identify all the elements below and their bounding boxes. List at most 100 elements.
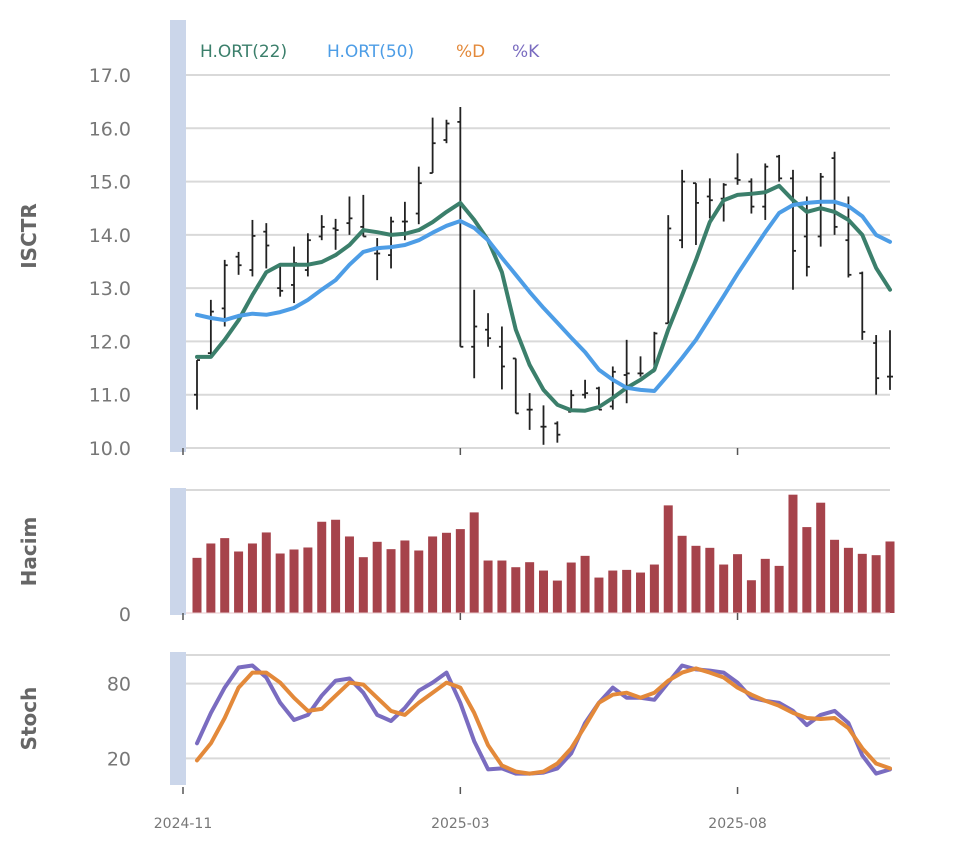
volume-bar (539, 570, 548, 613)
volume-bar (622, 569, 632, 613)
volume-bar (358, 557, 368, 613)
ohlc-bar (554, 421, 561, 443)
line-ma22 (195, 183, 892, 413)
ohlc-bar (873, 335, 880, 395)
volume-bar (594, 577, 604, 613)
volume-bar (871, 555, 881, 613)
ohlc-bar (415, 166, 422, 225)
ohlc-bar (388, 216, 395, 269)
panel-band (170, 20, 186, 452)
ohlc-bar (194, 359, 200, 410)
volume-bar (636, 572, 646, 613)
volume-bar (344, 536, 354, 613)
volume-bar (303, 547, 313, 613)
y-tick-label: 0 (119, 604, 131, 626)
volume-bar (483, 560, 493, 613)
volume-bar (289, 549, 299, 613)
ohlc-bar (498, 326, 505, 390)
y-tick-label: 10.0 (89, 438, 131, 460)
ohlc-bar (471, 289, 478, 379)
y-tick-label: 17.0 (89, 65, 131, 87)
volume-panel: 0 Hacim (17, 488, 895, 626)
ohlc-bar (540, 405, 547, 445)
ohlc-bar (443, 119, 450, 144)
panel-band (170, 652, 186, 785)
stoch-panel: 20 80 Stoch (17, 652, 892, 794)
legend-item-k: %K (512, 42, 540, 62)
y-tick-label: 15.0 (89, 172, 131, 194)
volume-bar (400, 540, 410, 613)
ohlc-bar (609, 366, 616, 410)
volume-bar (469, 512, 479, 613)
volume-bar (816, 502, 826, 613)
ohlc-bar (776, 154, 783, 182)
ohlc-bar (221, 259, 228, 327)
ohlc-bar (887, 330, 893, 390)
volume-bar (608, 570, 618, 613)
y-axis-label: ISCTR (17, 203, 41, 269)
x-tick-label: 2025-08 (708, 816, 767, 832)
ohlc-bar (429, 117, 436, 174)
ohlc-bar (374, 238, 381, 281)
ohlc-bar (692, 182, 699, 245)
volume-bar (691, 545, 701, 613)
ohlc-bar (207, 299, 214, 357)
volume-bar (261, 532, 271, 613)
ohlc-bar (332, 218, 339, 250)
legend-item-d: %D (456, 42, 485, 62)
line-ma50 (195, 199, 892, 393)
ohlc-bar (235, 251, 242, 275)
x-axis: 2024-11 2025-03 2025-08 (154, 816, 767, 832)
volume-bar (247, 543, 257, 613)
volume-bar (746, 580, 756, 613)
ohlc-bar (318, 215, 325, 241)
volume-bar (733, 554, 743, 613)
volume-bar (372, 541, 382, 613)
ohlc-bar (291, 246, 298, 304)
volume-bar (830, 539, 840, 613)
legend: H.ORT(22) H.ORT(50) %D %K (200, 42, 540, 62)
volume-bar (719, 564, 729, 613)
ohlc-bar (789, 169, 796, 290)
ohlc-bar (277, 265, 284, 297)
ohlc-bar (249, 219, 256, 277)
price-panel: 10.0 11.0 12.0 13.0 14.0 15.0 16.0 17.0 ISCTR (17, 20, 893, 460)
y-axis-label: Stoch (17, 687, 41, 751)
ohlc-bar (665, 215, 672, 325)
y-tick-label: 20 (107, 748, 131, 770)
volume-bar (511, 567, 521, 613)
ohlc-bar (512, 357, 519, 415)
volume-bar (552, 580, 562, 613)
volume-bar (317, 521, 327, 613)
y-tick-label: 13.0 (89, 278, 131, 300)
volume-bar (525, 562, 535, 613)
ohlc-bar (346, 196, 353, 235)
volume-bar (843, 547, 853, 613)
volume-bar (414, 550, 424, 613)
ohlc-bar (526, 393, 533, 430)
volume-bar (455, 529, 465, 613)
ohlc-bar (748, 178, 755, 214)
volume-bar (220, 538, 230, 613)
volume-bar (677, 535, 687, 613)
volume-bar (580, 555, 590, 613)
ohlc-bar (859, 271, 866, 340)
ohlc-bar (679, 169, 686, 249)
volume-bar (192, 557, 202, 613)
x-tick-label: 2025-03 (431, 816, 490, 832)
volume-bar (331, 519, 341, 613)
y-tick-label: 14.0 (89, 225, 131, 247)
volume-bar (774, 565, 784, 613)
ohlc-bar (304, 233, 311, 277)
ohlc-bar (263, 223, 270, 269)
ohlc-bar (734, 153, 741, 185)
y-tick-label: 12.0 (89, 331, 131, 353)
ohlc-bar (831, 151, 838, 235)
volume-bar (788, 494, 798, 613)
volume-bar (566, 562, 576, 613)
x-tick-label: 2024-11 (154, 816, 213, 832)
panel-band (170, 488, 186, 615)
ohlc-bar (637, 356, 644, 377)
volume-bar (441, 532, 451, 613)
volume-bar (234, 551, 244, 613)
